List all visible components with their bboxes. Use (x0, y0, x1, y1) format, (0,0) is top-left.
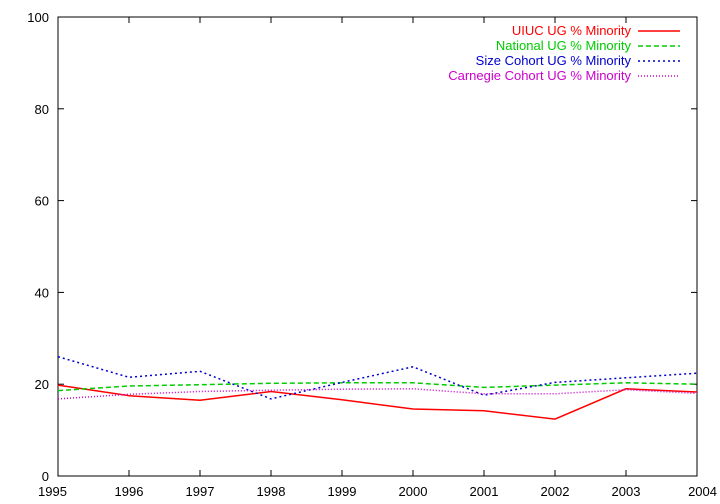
legend-label-2: National UG % Minority (496, 38, 632, 53)
y-tick-label: 0 (42, 469, 49, 484)
x-tick-label: 2000 (399, 484, 428, 499)
x-tick-label: 1998 (257, 484, 286, 499)
series-line-1 (57, 384, 698, 420)
axes: 0 20 40 60 80 100 1995 1996 1997 1998 1999 2000 2001… (27, 10, 717, 499)
x-tick-label: 1995 (38, 484, 67, 499)
x-tick-label: 1999 (328, 484, 357, 499)
y-tick-label: 100 (27, 10, 49, 25)
legend-label-4: Carnegie Cohort UG % Minority (448, 68, 631, 83)
y-tick-label: 60 (35, 194, 49, 209)
plot-frame (57, 16, 698, 477)
x-tick-label: 2001 (470, 484, 499, 499)
x-tick-label: 2004 (688, 484, 717, 499)
y-tick-label: 20 (35, 377, 49, 392)
series-lines (57, 355, 698, 420)
x-tick-label: 2003 (612, 484, 641, 499)
legend-label-1: UIUC UG % Minority (512, 23, 632, 38)
series-line-3 (57, 355, 698, 400)
x-tick-label: 1996 (115, 484, 144, 499)
y-tick-label: 80 (35, 102, 49, 117)
x-tick-label: 2002 (541, 484, 570, 499)
x-tick-label: 1997 (186, 484, 215, 499)
y-tick-label: 40 (35, 285, 49, 300)
legend-label-3: Size Cohort UG % Minority (476, 53, 632, 68)
series-line-2 (57, 382, 698, 392)
